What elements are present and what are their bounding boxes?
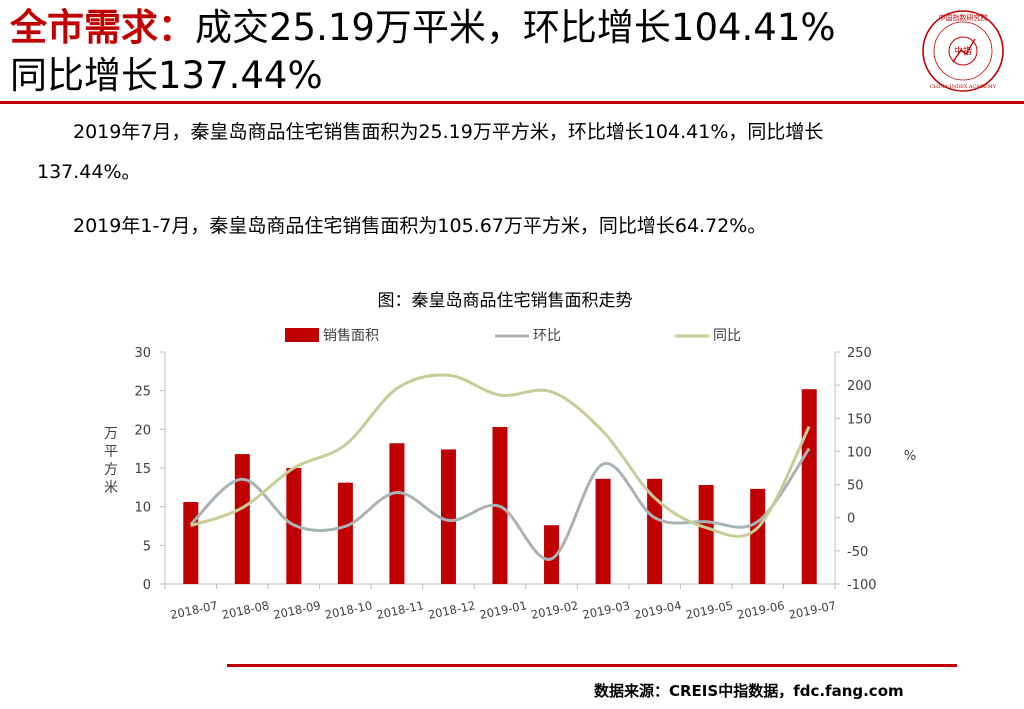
header-divider xyxy=(0,101,1024,104)
y-tick-label: 25 xyxy=(134,385,151,400)
x-tick-label: 2018-10 xyxy=(324,598,374,622)
paragraph-1: 2019年7月，秦皇岛商品住宅销售面积为25.19万平方米，环比增长104.41… xyxy=(73,121,824,143)
x-tick-label: 2019-01 xyxy=(478,598,528,622)
bar-sales-area xyxy=(183,502,199,584)
x-tick-label: 2019-02 xyxy=(530,598,580,622)
y2-tick-label: 250 xyxy=(847,346,872,361)
y2-axis-title: % xyxy=(904,449,916,464)
bar-sales-area xyxy=(647,478,663,584)
y2-tick-label: -50 xyxy=(847,545,868,560)
y-tick-label: 30 xyxy=(134,346,151,361)
y-axis-title-char: 方 xyxy=(104,462,118,478)
logo-bottom-text: CHINA INDEX ACADEMY xyxy=(930,84,997,90)
line-yoy xyxy=(190,373,811,538)
sales-area-chart: 0 5 10 15 20 25 30 -100 -50 0 50 100 150 200 250 万平方米% 2… xyxy=(104,328,916,622)
bar-sales-area xyxy=(337,482,353,584)
line-mom xyxy=(189,447,811,561)
logo-top-text: 中国指数研究院 xyxy=(939,13,988,22)
bar-sales-area xyxy=(750,488,766,584)
legend-label: 销售面积 xyxy=(323,328,379,344)
page-title-line2: 同比增长137.44% xyxy=(10,54,323,97)
y2-tick-label: 200 xyxy=(847,379,872,394)
x-tick-label: 2018-09 xyxy=(272,598,322,622)
x-tick-label: 2018-08 xyxy=(221,598,271,622)
y2-tick-label: 50 xyxy=(847,479,864,494)
footer-divider xyxy=(227,664,957,667)
x-tick-label: 2018-11 xyxy=(375,598,425,622)
x-tick-label: 2019-06 xyxy=(736,598,786,622)
bar-sales-area xyxy=(234,454,250,584)
y-tick-label: 10 xyxy=(134,501,151,516)
title-text: 成交25.19万平米，环比增长104.41% xyxy=(195,6,836,49)
title-highlight: 全市需求： xyxy=(10,6,195,49)
bar-sales-area xyxy=(544,525,560,584)
academy-seal-logo-icon: 中指 中国指数研究院 CHINA INDEX ACADEMY xyxy=(922,10,1004,92)
paragraph-1-continued: 137.44%。 xyxy=(37,161,141,183)
x-tick-label: 2019-04 xyxy=(633,598,683,622)
y-axis-title-char: 平 xyxy=(104,444,118,460)
bar-sales-area xyxy=(698,485,714,584)
x-tick-label: 2019-03 xyxy=(581,598,631,622)
y2-tick-label: -100 xyxy=(847,578,877,593)
bar-sales-area xyxy=(389,443,405,584)
logo-center-text: 中指 xyxy=(954,45,972,57)
y2-tick-label: 0 xyxy=(847,512,855,527)
page-title: 全市需求：成交25.19万平米，环比增长104.41% xyxy=(10,6,836,50)
y-tick-label: 15 xyxy=(134,462,151,477)
chart-title: 图：秦皇岛商品住宅销售面积走势 xyxy=(377,291,633,311)
x-tick-label: 2018-07 xyxy=(169,598,219,622)
legend-label: 环比 xyxy=(533,328,561,344)
y-axis-title-char: 米 xyxy=(104,480,118,496)
x-tick-label: 2019-07 xyxy=(787,598,837,622)
y-tick-label: 5 xyxy=(143,539,151,554)
bar-sales-area xyxy=(440,449,456,584)
data-source: 数据来源：CREIS中指数据，fdc.fang.com xyxy=(594,682,904,700)
x-tick-label: 2018-12 xyxy=(427,598,477,622)
x-tick-label: 2019-05 xyxy=(684,598,734,622)
y-axis-title-char: 万 xyxy=(104,426,118,442)
paragraph-2: 2019年1-7月，秦皇岛商品住宅销售面积为105.67万平方米，同比增长64.… xyxy=(73,215,767,237)
y2-tick-label: 150 xyxy=(847,412,872,427)
y-tick-label: 20 xyxy=(134,423,151,438)
legend-swatch-bar xyxy=(285,328,319,342)
y2-tick-label: 100 xyxy=(847,445,872,460)
bar-sales-area xyxy=(801,389,817,584)
y-tick-label: 0 xyxy=(143,578,151,593)
bar-sales-area xyxy=(595,478,611,584)
legend-label: 同比 xyxy=(713,328,741,344)
